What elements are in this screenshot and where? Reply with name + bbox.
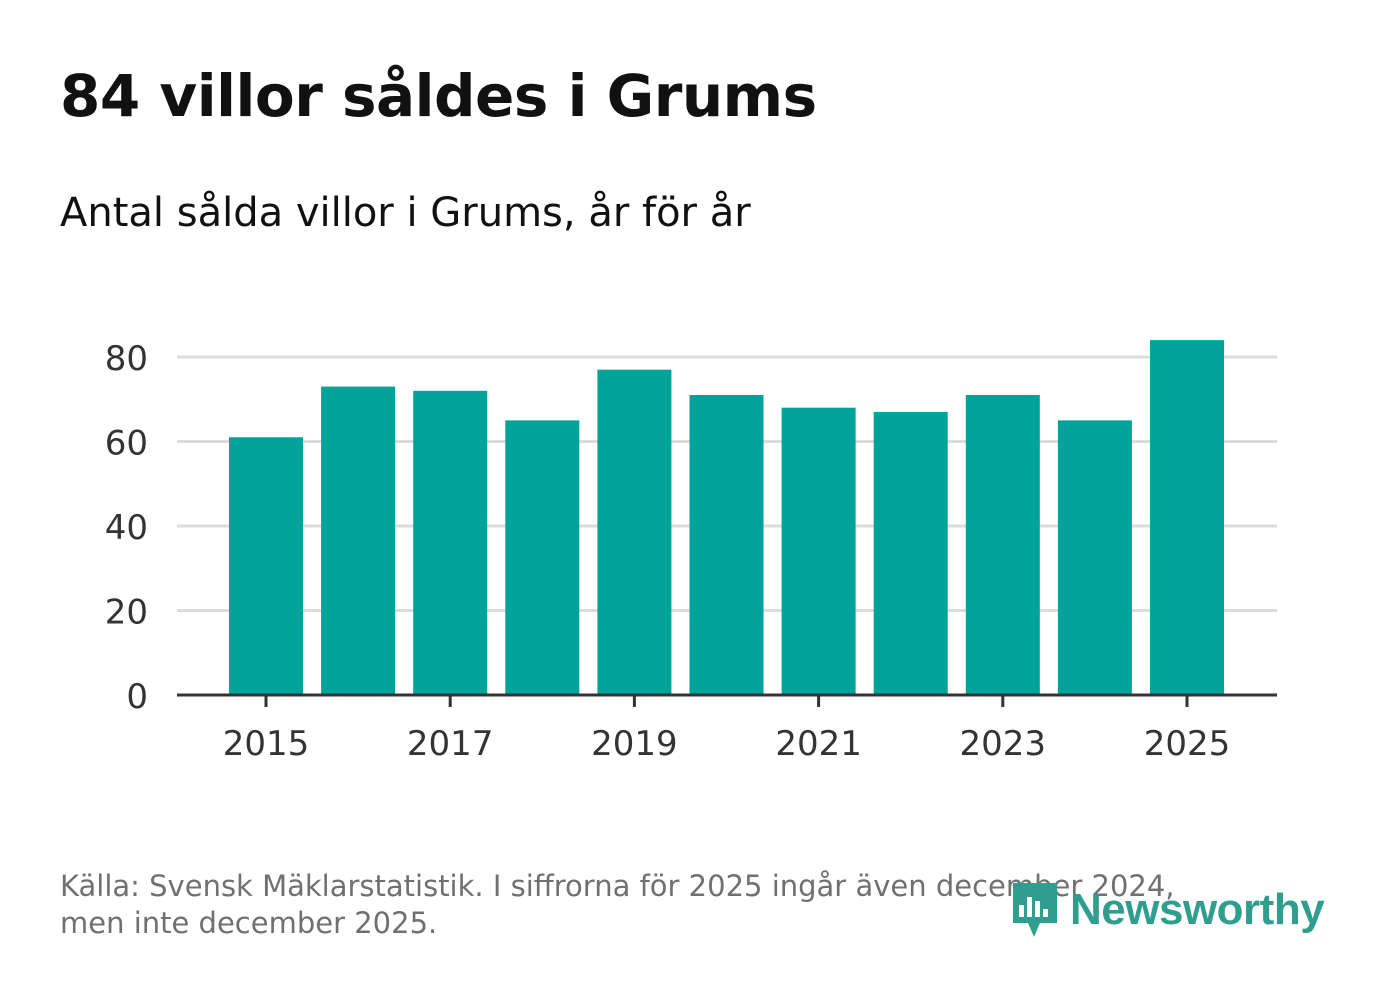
x-tick-label: 2021: [775, 724, 862, 764]
bar-2017: [413, 390, 488, 695]
newsworthy-logo: Newsworthy: [1010, 878, 1325, 942]
y-tick-label: 0: [126, 677, 148, 717]
chart-subtitle: Antal sålda villor i Grums, år för år: [60, 190, 751, 236]
logo-wordmark: Newsworthy: [1070, 885, 1325, 934]
bar-2020: [689, 395, 764, 695]
tick-labels: 0 20 40 60 80 2015 2017 2019 2021 2023 2025: [105, 339, 1231, 764]
bar-2016: [321, 386, 396, 695]
bar-2018: [505, 420, 580, 695]
bars: [229, 340, 1224, 695]
chart-title: 84 villor såldes i Grums: [60, 62, 817, 130]
bar-chart-speech-bubble-icon: [1013, 883, 1057, 937]
x-tick-label: 2025: [1144, 724, 1231, 764]
y-tick-label: 20: [105, 593, 148, 633]
axes: [177, 693, 1277, 707]
bar-2025: [1150, 340, 1224, 695]
bar-2021: [781, 407, 856, 695]
y-tick-label: 60: [105, 424, 148, 464]
bar-2019: [597, 369, 672, 695]
source-line-1: Källa: Svensk Mäklarstatistik. I siffror…: [60, 869, 1175, 903]
x-tick-label: 2015: [223, 724, 310, 764]
bar-2022: [873, 411, 948, 695]
source-line-2: men inte december 2025.: [60, 906, 438, 940]
y-tick-label: 40: [105, 508, 148, 548]
bar-2023: [965, 395, 1040, 695]
x-tick-label: 2017: [407, 724, 494, 764]
x-tick-label: 2023: [960, 724, 1047, 764]
bar-2024: [1057, 420, 1132, 695]
y-tick-label: 80: [105, 339, 148, 379]
source-note: Källa: Svensk Mäklarstatistik. I siffror…: [60, 868, 1270, 942]
bar-2015: [229, 437, 303, 695]
x-tick-label: 2019: [591, 724, 678, 764]
